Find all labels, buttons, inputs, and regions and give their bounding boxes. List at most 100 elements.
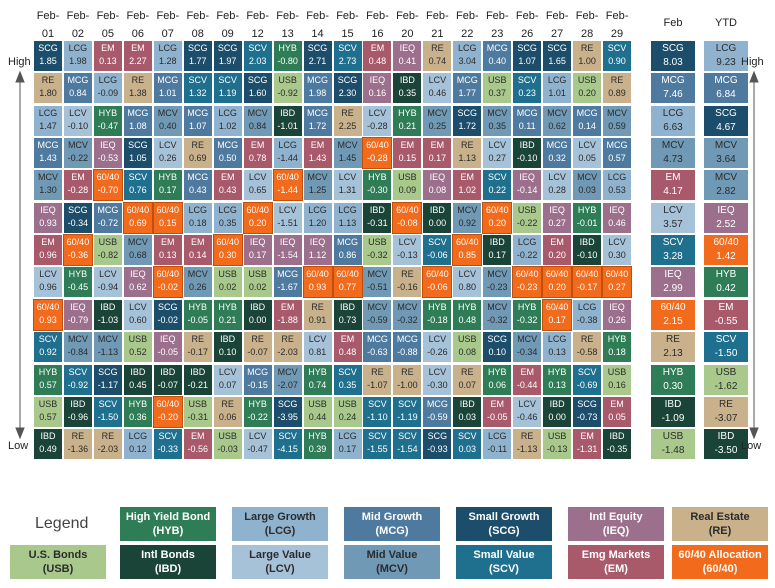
cell-asset-label: 60/40	[246, 204, 269, 215]
heatmap-cell: MCG 1.43	[34, 138, 62, 169]
feb-summary-cell: LCG 6.63	[651, 105, 695, 136]
cell-asset-label: HYB	[577, 204, 597, 215]
cell-return-value: 1.31	[338, 185, 357, 196]
heatmap-cell: MCG 0.14	[573, 105, 602, 136]
heatmap-cell: IBD 0.03	[453, 396, 482, 427]
cell-asset-label: LCV	[218, 366, 237, 377]
cell-return-value: 0.35	[488, 120, 507, 131]
summary-header: YTD	[715, 17, 737, 29]
cell-asset-label: HYB	[368, 172, 387, 183]
heatmap-cell: RE 0.91	[303, 299, 332, 330]
cell-return-value: -0.59	[427, 411, 448, 422]
low-label-right: Low	[741, 440, 762, 452]
column-header-month: Feb-	[396, 10, 419, 22]
column-header-month: Feb-	[246, 10, 269, 22]
heatmap-cell: LCV 0.07	[213, 364, 242, 395]
heatmap-cell: 60/40 0.27	[602, 266, 633, 299]
cell-return-value: -1.54	[397, 444, 418, 455]
heatmap-cell: SCV -1.50	[93, 396, 122, 427]
cell-return-value: -0.03	[217, 444, 238, 455]
heatmap-cell: SCV -1.54	[393, 429, 422, 460]
heatmap-cell: EM 0.14	[183, 235, 212, 266]
cell-return-value: 0.68	[129, 250, 147, 261]
cell-asset-label: EM	[370, 43, 385, 53]
cell-asset-label: USB	[398, 172, 417, 183]
ytd-summary-cell: IBD -3.50	[704, 429, 748, 460]
cell-return-value: -0.17	[187, 347, 208, 358]
cell-asset-label: SCG	[487, 334, 507, 345]
cell-asset-label: LCV	[99, 269, 117, 280]
cell-return-value: -0.10	[576, 250, 598, 261]
cell-asset-label: USB	[128, 334, 148, 345]
cell-asset-label: EM	[520, 366, 534, 377]
cell-asset-label: MCG	[307, 75, 329, 86]
legend-item-name: Mid Value	[366, 549, 418, 561]
legend-item-name: Large Value	[249, 549, 311, 561]
cell-return-value: 1.25	[308, 185, 327, 196]
cell-return-value: 0.93	[39, 217, 57, 228]
cell-asset-label: LCV	[428, 366, 447, 377]
heatmap-cell: LCG 1.01	[543, 73, 572, 104]
cell-asset-label: MCG	[307, 107, 329, 118]
heatmap-cell: MCV 0.25	[423, 105, 452, 136]
heatmap-cell: IEQ 0.93	[34, 202, 62, 233]
summary-asset-label: MCV	[714, 140, 738, 152]
summary-asset-label: HYB	[662, 366, 684, 378]
heatmap-cell: MCG -0.63	[363, 332, 392, 363]
cell-asset-label: IBD	[220, 334, 236, 345]
cell-asset-label: IBD	[339, 301, 355, 312]
heatmap-cell: USB 0.08	[453, 332, 482, 363]
cell-return-value: 0.44	[308, 411, 327, 422]
heatmap-cell: HYB -0.47	[93, 105, 122, 136]
cell-asset-label: USB	[487, 75, 507, 86]
heatmap-cell: MCG 1.77	[453, 73, 482, 104]
heatmap-cell: USB -0.82	[93, 235, 122, 266]
rank-arrow-right	[749, 70, 759, 440]
column-header-day: 01	[41, 28, 55, 40]
heatmap-cell: IEQ -0.05	[153, 332, 182, 363]
heatmap-cell: LCV 0.65	[243, 170, 272, 201]
cell-return-value: -0.79	[67, 314, 89, 325]
cell-asset-label: RE	[251, 334, 264, 345]
heatmap-cell: IBD 0.35	[393, 73, 422, 104]
heatmap-cell: MCG 0.84	[63, 73, 92, 104]
cell-asset-label: MCV	[247, 107, 268, 118]
cell-asset-label: 60/40	[515, 269, 539, 280]
heatmap-cell: LCV -1.51	[273, 202, 302, 233]
cell-return-value: -1.01	[277, 120, 298, 131]
cell-return-value: 0.18	[608, 347, 626, 358]
summary-asset-label: IEQ	[664, 269, 682, 281]
heatmap-cell: RE -1.00	[393, 364, 422, 395]
feb-summary-cell: 60/40 2.15	[651, 299, 695, 330]
cell-asset-label: 60/40	[485, 204, 509, 215]
cell-return-value: 1.05	[129, 153, 147, 164]
heatmap-cell: SCG 2.71	[303, 41, 332, 71]
cell-asset-label: RE	[461, 366, 474, 377]
summary-return-value: -3.50	[714, 445, 738, 457]
cell-return-value: 0.16	[608, 379, 626, 390]
heatmap-cell: IBD 0.10	[213, 332, 242, 363]
cell-return-value: 0.23	[518, 88, 536, 99]
heatmap-cell: 60/40 -0.06	[422, 266, 453, 299]
cell-asset-label: SCV	[128, 172, 148, 183]
cell-asset-label: MCV	[97, 334, 118, 345]
heatmap-cell: IEQ 0.17	[243, 235, 272, 266]
cell-return-value: -0.47	[97, 120, 119, 131]
cell-asset-label: 60/40	[156, 269, 180, 280]
cell-return-value: 0.10	[218, 347, 237, 358]
heatmap-cell: USB -0.92	[273, 73, 302, 104]
heatmap-cell: USB -0.31	[183, 396, 212, 427]
cell-return-value: 0.05	[578, 153, 596, 164]
cell-return-value: -1.51	[277, 217, 298, 228]
heatmap-cell: SCG 1.65	[543, 41, 572, 71]
cell-return-value: -0.22	[247, 411, 268, 422]
cell-asset-label: IEQ	[309, 237, 326, 248]
cell-return-value: -0.02	[157, 314, 179, 325]
cell-return-value: -0.96	[67, 411, 89, 422]
summary-asset-label: SCV	[715, 334, 737, 346]
heatmap-cell: IBD -0.10	[573, 235, 602, 266]
heatmap-cell: MCV 1.45	[333, 138, 362, 169]
cell-asset-label: HYB	[547, 366, 567, 377]
cell-return-value: 1.01	[548, 88, 566, 99]
cell-asset-label: SCG	[427, 431, 448, 442]
